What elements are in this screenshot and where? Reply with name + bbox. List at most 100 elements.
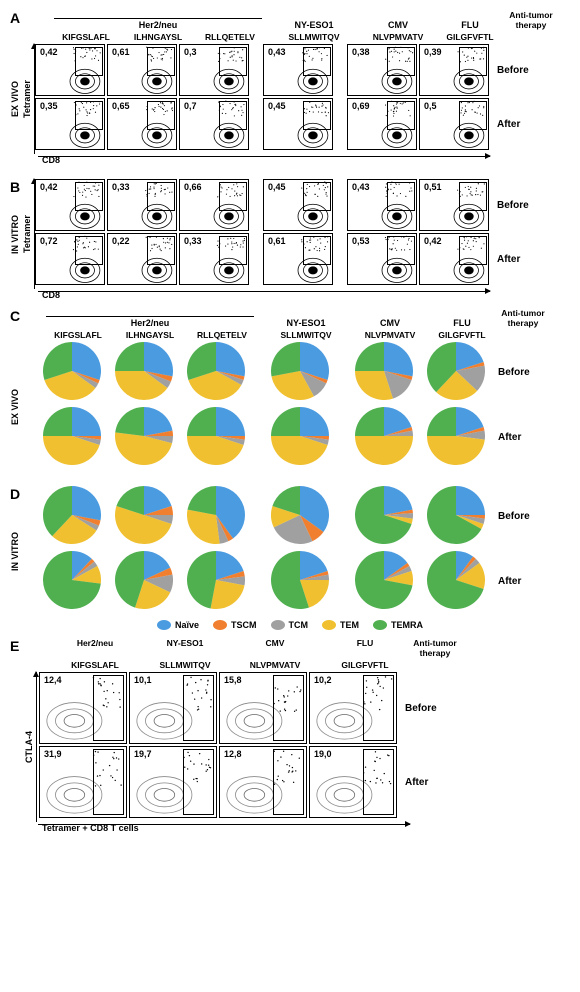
pie-chart [43,407,101,465]
group-cmv-c: CMV [354,318,426,328]
panel-c: C Her2/neu NY-ESO1 CMV FLU Anti-tumorthe… [10,308,570,472]
flow-value: 0,39 [424,47,442,57]
panel-b: B IN VITRO Tetramer 0,42 0,33 0,66 0,45 … [10,179,570,300]
flow-plot: 19,0 [309,746,397,818]
pie-chart [355,551,413,609]
flow-value: 0,33 [112,182,130,192]
flow-value: 0,61 [112,47,130,57]
panel-letter-c: C [10,308,20,324]
cond-a: EX VIVO [10,44,22,154]
pie-chart [43,551,101,609]
flow-plot: 0,33 [107,179,177,231]
pie-chart [115,342,173,400]
flow-value: 10,2 [314,675,332,685]
flow-value: 15,8 [224,675,242,685]
group-her2: Her2/neu [50,20,266,30]
group-nyeso-c: NY-ESO1 [270,318,342,328]
pep-c-3: SLLMWITQV [270,330,342,340]
pep-a-1: ILHNGAYSL [122,32,194,42]
pie-chart [43,486,101,544]
flow-plot: 0,33 [179,233,249,285]
pie-chart [271,342,329,400]
flow-plot: 0,39 [419,44,489,96]
flow-value: 0,42 [424,236,442,246]
flow-plot: 0,7 [179,98,249,150]
yaxis-a: Tetramer [22,44,34,154]
pie-chart [115,551,173,609]
row-label-before: Before [498,511,530,522]
e-p3: GILGFVFTL [320,660,410,670]
row-label-after: After [497,119,520,130]
row-label-after: After [498,432,521,443]
leg-naive: Naïve [175,620,199,630]
pie-chart [187,551,245,609]
flow-plot: 10,2 [309,672,397,744]
flow-plot: 0,42 [419,233,489,285]
row-label-after: After [497,254,520,265]
cond-d: IN VITRO [10,486,22,616]
flow-value: 12,8 [224,749,242,759]
leg-temra: TEMRA [391,620,423,630]
therapy-header: Anti-tumortherapy [506,10,556,30]
e-g1: NY-ESO1 [140,638,230,658]
row-label-after: After [405,777,428,788]
flow-plot: 0,53 [347,233,417,285]
flow-plot: 15,8 [219,672,307,744]
flow-value: 0,38 [352,47,370,57]
flow-plot: 0,61 [107,44,177,96]
pep-a-5: GILGFVFTL [434,32,506,42]
group-flu-c: FLU [426,318,498,328]
leg-tcm: TCM [289,620,309,630]
panel-letter-e: E [10,638,19,654]
flow-plot: 0,45 [263,98,333,150]
cond-b: IN VITRO [10,179,22,289]
pep-a-4: NLVPMVATV [362,32,434,42]
flow-value: 0,51 [424,182,442,192]
pep-c-2: RLLQETELV [186,330,258,340]
e-p1: SLLMWITQV [140,660,230,670]
flow-value: 31,9 [44,749,62,759]
e-g3: FLU [320,638,410,658]
leg-tem: TEM [340,620,359,630]
yaxis-b: Tetramer [22,179,34,289]
row-label-before: Before [405,703,437,714]
pep-c-5: GILGFVFTL [426,330,498,340]
flow-plot: 0,65 [107,98,177,150]
flow-value: 0,61 [268,236,286,246]
flow-plot: 10,1 [129,672,217,744]
panel-a: A Her2/neu NY-ESO1 CMV FLU Anti-tumorthe… [10,10,570,165]
flow-value: 0,43 [352,182,370,192]
e-g0: Her2/neu [50,638,140,658]
row-label-before: Before [498,367,530,378]
pie-chart [427,551,485,609]
e-p0: KIFGSLAFL [50,660,140,670]
therapy-header-c: Anti-tumortherapy [498,308,548,328]
flow-value: 0,65 [112,101,130,111]
pie-chart [427,407,485,465]
flow-value: 0,33 [184,236,202,246]
flow-plot: 0,51 [419,179,489,231]
row-label-before: Before [497,200,529,211]
group-her2-c: Her2/neu [42,318,258,328]
flow-value: 0,3 [184,47,197,57]
therapy-header-e: Anti-tumortherapy [410,638,460,658]
flow-value: 0,72 [40,236,58,246]
flow-plot: 0,3 [179,44,249,96]
pep-c-0: KIFGSLAFL [42,330,114,340]
flow-value: 0,42 [40,47,58,57]
row-label-after: After [498,576,521,587]
flow-plot: 0,45 [263,179,333,231]
pie-chart [427,342,485,400]
pep-c-1: ILHNGAYSL [114,330,186,340]
flow-plot: 12,4 [39,672,127,744]
panel-d: D IN VITRO BeforeAfter Naïve TSCM TCM TE… [10,486,570,630]
yaxis-e: CTLA-4 [24,672,36,822]
pie-chart [271,486,329,544]
flow-value: 0,69 [352,101,370,111]
pie-chart [271,407,329,465]
pep-a-0: KIFGSLAFL [50,32,122,42]
flow-value: 0,5 [424,101,437,111]
pie-chart [271,551,329,609]
flow-value: 0,43 [268,47,286,57]
pie-chart [187,486,245,544]
